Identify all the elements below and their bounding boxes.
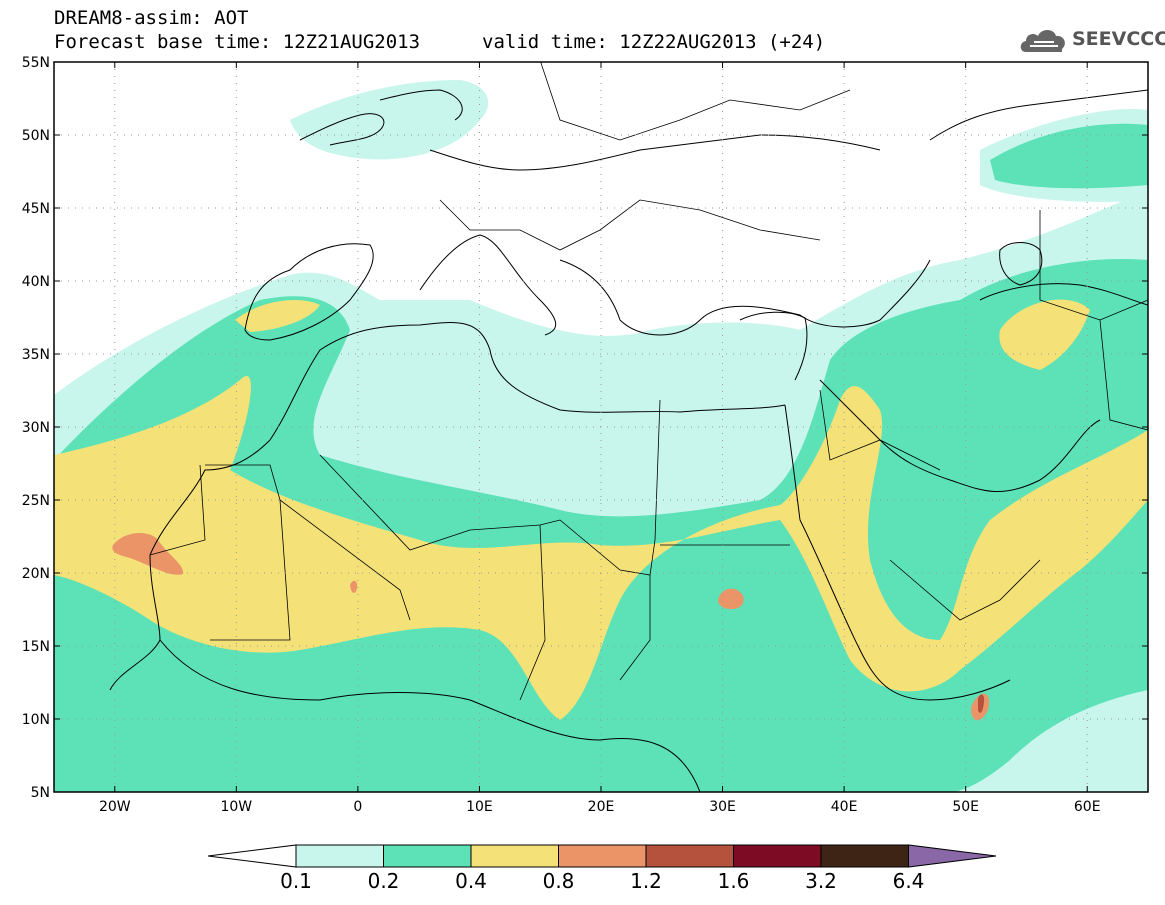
gridlines xyxy=(54,62,1148,792)
lon-tick-label: 20E xyxy=(588,799,615,815)
colorbar-swatch xyxy=(733,844,822,868)
lat-tick-label: 10N xyxy=(22,712,50,728)
aot-contour-0.4-iran xyxy=(999,299,1090,370)
aot-contour-0.2-caspian xyxy=(990,123,1148,189)
valid-time: valid time: 12Z22AUG2013 (+24) xyxy=(482,31,826,53)
aot-contour-1.2-somalia xyxy=(978,694,985,713)
colorbar-label: 0.2 xyxy=(368,869,400,893)
lon-tick-label: 60E xyxy=(1074,799,1101,815)
colorbar-label: 3.2 xyxy=(805,869,837,893)
lat-tick-label: 35N xyxy=(22,347,50,363)
coastlines xyxy=(109,89,1148,792)
country-borders xyxy=(149,62,1148,701)
lon-tick-label: 10W xyxy=(220,799,252,815)
aot-contour-0.8-west-sahara xyxy=(112,533,184,575)
colorbar-label: 0.4 xyxy=(455,869,487,893)
aot-contour-0.8-sudan xyxy=(718,588,744,610)
lon-tick-label: 50E xyxy=(952,799,979,815)
colorbar-under-arrow xyxy=(207,844,297,868)
aot-contour-0.8-mali xyxy=(350,580,358,593)
colorbar-label: 0.8 xyxy=(543,869,575,893)
lat-tick-label: 15N xyxy=(22,639,50,655)
lon-tick-label: 30E xyxy=(709,799,736,815)
lat-tick-label: 40N xyxy=(22,274,50,290)
colorbar: 0.1 0.2 0.4 0.8 1.2 1.6 3.2 6.4 xyxy=(207,844,997,893)
aot-contour-0.1-europe xyxy=(290,80,489,160)
colorbar-label: 0.1 xyxy=(280,869,312,893)
colorbar-label: 1.2 xyxy=(630,869,662,893)
lat-tick-label: 45N xyxy=(22,201,50,217)
cloud-logo-icon xyxy=(1020,30,1065,52)
aot-contour-0.4-iberia xyxy=(235,300,320,332)
lat-tick-label: 55N xyxy=(22,55,50,71)
lon-tick-label: 20W xyxy=(99,799,131,815)
lat-tick-label: 25N xyxy=(22,493,50,509)
lat-tick-label: 30N xyxy=(22,420,50,436)
lat-tick-label: 20N xyxy=(22,566,50,582)
colorbar-swatch xyxy=(820,844,909,868)
lat-tick-label: 50N xyxy=(22,128,50,144)
forecast-base-time: Forecast base time: 12Z21AUG2013 xyxy=(54,31,421,53)
colorbar-swatch xyxy=(558,844,647,868)
colorbar-swatch xyxy=(295,844,384,868)
colorbar-label: 1.6 xyxy=(718,869,750,893)
aot-contour-0.4 xyxy=(54,376,1148,720)
lon-tick-label: 0 xyxy=(353,799,362,815)
colorbar-swatch xyxy=(470,844,559,868)
lon-tick-label: 10E xyxy=(466,799,493,815)
colorbar-swatch xyxy=(383,844,472,868)
colorbar-over-arrow xyxy=(908,844,997,868)
aot-field xyxy=(54,80,1148,792)
logo-text: SEEVCCC xyxy=(1072,28,1165,50)
colorbar-label: 6.4 xyxy=(893,869,925,893)
lat-tick-label: 5N xyxy=(31,785,50,801)
lon-tick-label: 40E xyxy=(831,799,858,815)
latitude-axis: 55N 50N 45N 40N 35N 30N 25N 20N 15N 10N 5N xyxy=(22,55,1148,801)
longitude-axis: 20W 10W 0 10E 20E 30E 40E 50E 60E xyxy=(99,62,1101,815)
map-title: DREAM8-assim: AOT xyxy=(54,7,249,29)
seevccc-logo: SEEVCCC xyxy=(1018,22,1165,56)
colorbar-swatch xyxy=(645,844,734,868)
